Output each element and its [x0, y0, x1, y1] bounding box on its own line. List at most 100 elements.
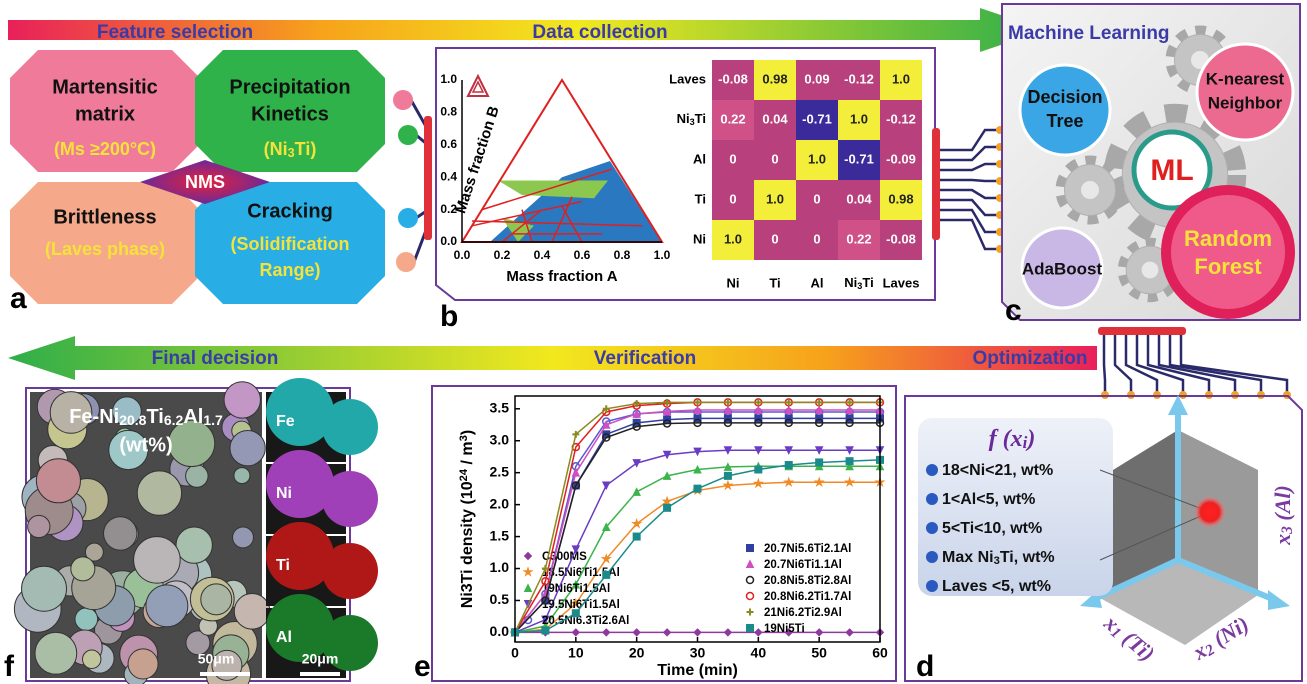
row-label: Ti	[695, 191, 706, 206]
cell-value: 0	[729, 151, 736, 166]
particle	[224, 382, 260, 418]
x-tick-label: 50	[811, 645, 827, 661]
connector	[1104, 335, 1105, 395]
feature-criterion: (Laves phase)	[45, 239, 165, 259]
marker	[572, 629, 579, 636]
marker	[846, 458, 853, 465]
marker	[724, 481, 732, 489]
cell-value: 0	[813, 231, 820, 246]
column-label: Ti	[769, 275, 780, 290]
y-tick-label: 3.0	[490, 431, 510, 447]
panel-label: b	[440, 300, 458, 333]
marker	[664, 504, 671, 511]
cell-value: 0	[771, 231, 778, 246]
y-tick-label: 0.5	[490, 591, 510, 607]
row-label: Laves	[669, 71, 706, 86]
subscript: 20.8	[119, 412, 146, 428]
x-axis-label: Time (min)	[657, 662, 738, 679]
element-label: Al	[276, 629, 292, 646]
eds-blob	[322, 399, 378, 455]
particle	[146, 585, 188, 627]
stage-label: Machine Learning	[1008, 23, 1170, 44]
cell-value: 0.22	[720, 111, 745, 126]
text-part: )	[459, 430, 476, 435]
marker	[785, 462, 792, 469]
cell-value: 0.98	[888, 191, 913, 206]
cell-value: 0.22	[846, 231, 871, 246]
bullet	[926, 464, 938, 476]
cell-value: 1.0	[850, 111, 868, 126]
text-part: (Ni	[264, 139, 288, 159]
feature-criterion: (Solidification	[231, 234, 350, 254]
legend-marker	[747, 609, 754, 616]
model-label: Neighbor	[1208, 93, 1283, 112]
scale-label: 20μm	[302, 651, 339, 667]
feature-criterion: Range)	[259, 260, 320, 280]
marker	[754, 479, 762, 487]
legend-marker	[747, 625, 754, 632]
gear	[1081, 181, 1099, 199]
alloy-label: Fe-Ni20.8Ti6.2Al1.7	[69, 406, 223, 428]
legend-label: 20.8Ni5.8Ti2.8Al	[764, 575, 851, 587]
text-part: (Al)	[1270, 485, 1295, 526]
cell-value: 1.0	[766, 191, 784, 206]
element-label: Ni	[276, 485, 292, 502]
eds-blob	[322, 471, 378, 527]
alloy-label: (wt%)	[119, 434, 172, 456]
stage-label: Verification	[594, 348, 696, 369]
cell-value: -0.12	[844, 71, 874, 86]
connector-bar	[424, 116, 432, 240]
connector	[940, 164, 1000, 170]
x-tick-label: 10	[568, 645, 584, 661]
row-label: Ni	[693, 231, 706, 246]
marker	[603, 629, 610, 636]
connector	[940, 190, 1000, 198]
y-tick-label: 0.0	[440, 234, 457, 248]
legend-label: 19Ni6Ti1.5Al	[542, 583, 610, 595]
marker	[785, 478, 793, 486]
y-tick-label: 0.4	[440, 169, 457, 183]
cell-value: 0	[771, 151, 778, 166]
connector-bar	[932, 128, 940, 240]
particle	[137, 471, 181, 515]
legend-label: 19.5Ni6Ti1.5Al	[542, 599, 620, 611]
legend-marker	[525, 585, 532, 592]
particle	[28, 515, 50, 537]
stage-label: Final decision	[152, 348, 279, 369]
cell-value: 1.0	[724, 231, 742, 246]
y-tick-label: 1.0	[490, 559, 510, 575]
cell-value: 1.0	[808, 151, 826, 166]
marker	[633, 488, 640, 495]
connector-dot	[398, 208, 418, 228]
cell-value: -0.08	[718, 71, 748, 86]
legend-label: 19Ni5Ti	[764, 623, 805, 635]
feature-title: Brittleness	[53, 206, 156, 228]
x-tick-label: 1.0	[654, 248, 671, 262]
column-label: Laves	[883, 275, 920, 290]
feature-title: Precipitation	[229, 76, 350, 98]
feature-title: Cracking	[247, 200, 333, 222]
particle	[104, 517, 137, 550]
y-tick-label: 0.8	[440, 105, 457, 119]
model-label: K-nearest	[1206, 69, 1285, 88]
model-label: Forest	[1194, 254, 1262, 279]
y-tick-label: 1.0	[440, 72, 457, 86]
x-tick-label: 0.8	[614, 248, 631, 262]
connector-bar	[1098, 327, 1186, 335]
panel-label: f	[4, 650, 15, 683]
connector-dot	[396, 252, 416, 272]
marker	[724, 629, 731, 636]
superscript: 24	[458, 468, 470, 481]
feature-title: matrix	[75, 103, 135, 125]
connector-dot	[398, 125, 418, 145]
marker	[694, 485, 701, 492]
subscript: 3	[1279, 526, 1296, 535]
marker	[664, 629, 671, 636]
particle	[128, 649, 158, 679]
nms-label: NMS	[185, 172, 225, 192]
cell-value: 0	[813, 191, 820, 206]
bullet	[926, 493, 938, 505]
model-label: Random	[1184, 226, 1272, 251]
marker	[694, 629, 701, 636]
marker	[572, 469, 579, 476]
